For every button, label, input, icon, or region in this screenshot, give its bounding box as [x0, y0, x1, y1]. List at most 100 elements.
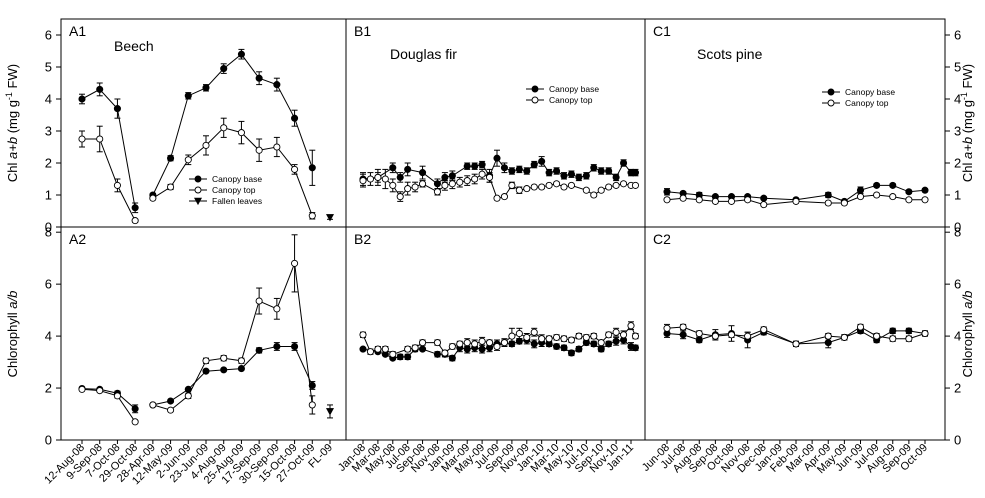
panel-c1-point-canopy-top-1 [679, 194, 687, 202]
panel-c1-point-canopy-top-9 [840, 199, 848, 207]
panel-b1-point-canopy-base-20 [545, 169, 553, 177]
panel-a1-ytick-label-4: 4 [45, 92, 52, 107]
panel-b2-point-canopy-top-4 [389, 350, 397, 358]
panel-b1-point-canopy-base-15 [508, 167, 516, 175]
panel-b2-point-canopy-base-5 [404, 353, 412, 361]
panel-c2-point-canopy-top-0 [663, 324, 671, 332]
panel-b1-point-canopy-top-35 [631, 181, 640, 189]
panel-c1-point-canopy-top-0 [663, 196, 671, 204]
panel-c2-point-canopy-base-2 [695, 336, 703, 344]
panel-a2-ytick-label-8: 8 [45, 225, 52, 240]
panel-b1-point-canopy-top-4 [389, 181, 397, 189]
panel-a1-point-canopy-base-7 [202, 84, 210, 92]
panel-b2-point-canopy-base-7 [419, 345, 427, 353]
panel-a2-plot [78, 234, 335, 426]
panel-c2-ytick-label-8: 8 [954, 225, 961, 240]
panel-a1-point-canopy-base-8 [220, 65, 228, 73]
panel-c1-point-canopy-top-13 [905, 196, 913, 204]
panel-a2-line-canopy-top-0 [81, 388, 136, 423]
panel-b1-point-canopy-top-30 [597, 186, 605, 194]
panel-b1-point-canopy-top-15 [478, 170, 486, 178]
panel-c1-point-canopy-top-2 [695, 196, 703, 204]
axes: A1 Beech 0 1 2 3 4 5 6 B1 Douglas fir C1 Scots pine 0… [42, 23, 961, 487]
panel-a2-point-canopy-top-6 [184, 392, 192, 400]
panel-b2-point-canopy-top-28 [582, 333, 590, 341]
panel-a1-point-canopy-top-4 [149, 194, 157, 202]
panel-a1-point-canopy-base-1 [96, 85, 104, 93]
panel-b1-point-canopy-base-26 [590, 164, 598, 172]
panel-a1-point-fallen-leaves-14 [325, 214, 335, 222]
panel-b2-point-canopy-top-19 [515, 329, 523, 338]
panel-c2-point-canopy-top-2 [695, 329, 703, 338]
panel-a1-line-canopy-base-0 [81, 88, 136, 208]
panel-b2-point-canopy-top-3 [381, 345, 389, 353]
panel-a1-point-canopy-top-10 [255, 146, 263, 154]
panel-b1-point-canopy-top-12 [456, 178, 464, 186]
panel-c2-plot [663, 323, 929, 349]
panel-a2-point-canopy-top-11 [273, 305, 281, 313]
panel-c1-point-canopy-base-14 [921, 186, 929, 194]
plot-area [78, 48, 929, 426]
panel-b1-point-canopy-top-24 [545, 181, 553, 189]
panel-a1-point-canopy-base-13 [308, 164, 316, 172]
panel-b1-point-canopy-base-14 [500, 164, 508, 172]
panel-a2-point-canopy-top-10 [255, 297, 263, 305]
panel-b2-point-canopy-top-18 [508, 332, 516, 340]
panel-a2-point-canopy-top-8 [220, 354, 228, 362]
panel-c2-point-canopy-top-13 [905, 335, 913, 343]
panel-a2-line-canopy-top-1 [152, 263, 313, 411]
panel-b1-point-canopy-top-18 [500, 193, 508, 201]
panel-b1-point-canopy-top-5 [396, 193, 404, 201]
panel-c2-ytick-label-6: 6 [954, 277, 961, 292]
panel-a2-point-canopy-top-3 [131, 418, 139, 426]
panel-c1-point-canopy-top-14 [921, 196, 929, 204]
panel-b2-point-canopy-top-31 [605, 331, 613, 339]
panel-b1-point-canopy-top-2 [374, 173, 382, 181]
y-axis-title-bottom-right: Chlorophyll a/b [960, 291, 975, 378]
panel-c2-point-canopy-top-1 [679, 323, 687, 331]
panel-c2-point-canopy-top-12 [889, 335, 897, 343]
panel-b1-point-canopy-base-3 [396, 173, 404, 181]
panel-b2-point-canopy-top-23 [545, 335, 553, 343]
panel-b1-point-canopy-base-21 [553, 167, 561, 175]
panel-b1-plot [359, 149, 640, 202]
panel-b1-point-canopy-base-32 [631, 169, 640, 177]
panel-b1-point-canopy-base-27 [597, 167, 605, 175]
panel-b2-point-canopy-top-29 [590, 332, 598, 340]
panel-b1-point-canopy-top-23 [538, 183, 546, 191]
panel-b2-point-canopy-base-24 [553, 342, 561, 351]
panel-b2-point-canopy-base-21 [530, 340, 538, 348]
panel-a1-point-canopy-base-2 [113, 105, 121, 113]
panel-b1-point-canopy-top-31 [605, 183, 613, 191]
panel-b2-point-canopy-base-12 [463, 345, 471, 353]
panel-c1-ytick-label-0: 0 [954, 220, 961, 235]
panel-c2-point-canopy-top-9 [840, 333, 848, 341]
panel-b1-point-canopy-base-11 [478, 161, 486, 169]
panel-c1-point-canopy-top-3 [711, 197, 719, 205]
panel-a1-point-canopy-base-6 [184, 92, 192, 100]
panel-b2-point-canopy-base-29 [590, 340, 598, 348]
panel-a2-point-canopy-top-5 [167, 406, 175, 414]
panel-b1-point-canopy-top-0 [359, 177, 367, 185]
panel-b1-title: Douglas fir [390, 46, 457, 62]
panel-a1-ytick-label-6: 6 [45, 28, 52, 43]
panel-b1-point-canopy-base-2 [389, 164, 397, 172]
panel-b1-point-canopy-top-7 [411, 183, 419, 191]
panel-a1-ytick-label-3: 3 [45, 124, 52, 139]
svg-text:Canopy top: Canopy top [845, 98, 889, 108]
panel-b2-point-canopy-base-31 [605, 340, 613, 348]
panel-a1-ytick-label-1: 1 [45, 188, 52, 203]
panel-a1-point-canopy-top-3 [131, 217, 139, 225]
panel-a2-point-canopy-top-2 [113, 392, 121, 400]
panel-a1-legend-canopy-base: Canopy base [189, 174, 262, 184]
y-axis-title-top-left: Chl a+b (mg g-1 FW) [4, 64, 20, 182]
panel-b2-point-canopy-top-9 [441, 349, 449, 357]
panel-b2-point-canopy-top-30 [597, 339, 605, 347]
panel-b1-point-canopy-top-20 [515, 186, 523, 194]
panel-c2-point-canopy-base-12 [889, 327, 897, 335]
panel-b2-point-canopy-base-27 [575, 345, 583, 353]
panel-b2-point-canopy-top-16 [493, 342, 501, 351]
panel-b2-point-canopy-top-27 [575, 332, 583, 340]
panel-c1-point-canopy-top-5 [744, 196, 752, 204]
